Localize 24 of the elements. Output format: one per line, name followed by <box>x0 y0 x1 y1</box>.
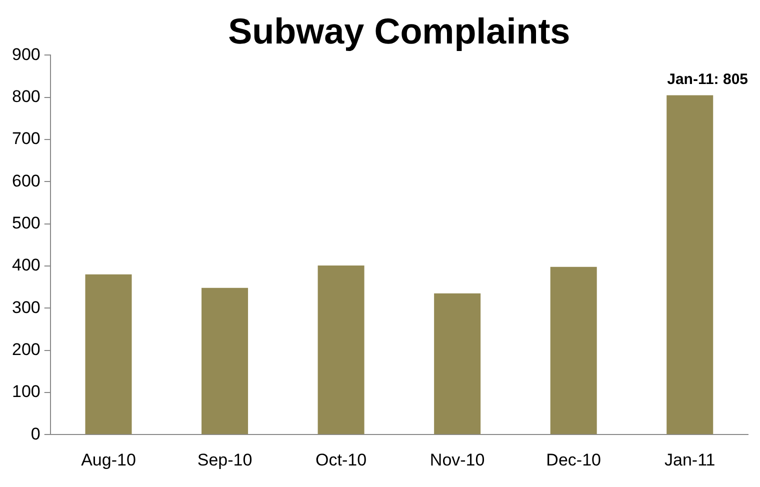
y-tick-label: 300 <box>12 298 40 317</box>
bar <box>85 274 132 434</box>
bar <box>202 288 248 434</box>
x-tick-label: Nov-10 <box>430 450 485 470</box>
y-tick-label: 500 <box>12 214 40 233</box>
x-tick-label: Oct-10 <box>316 450 367 470</box>
x-tick-label: Jan-11 <box>664 450 716 470</box>
x-tick-label: Aug-10 <box>81 450 136 470</box>
y-tick-label: 600 <box>12 171 40 190</box>
x-tick-label: Sep-10 <box>197 450 252 470</box>
y-tick-label: 800 <box>12 87 40 106</box>
annotation: Jan-11: 805 <box>667 70 748 88</box>
y-tick-label: 900 <box>12 44 40 64</box>
bar <box>434 293 481 434</box>
bar <box>318 266 364 434</box>
y-tick-label: 700 <box>12 129 40 148</box>
chart-title: Subway Complaints <box>228 10 570 52</box>
y-tick-label: 0 <box>30 424 40 444</box>
bar <box>550 266 597 434</box>
y-tick-label: 200 <box>12 340 40 359</box>
bar <box>666 95 714 434</box>
x-tick-label: Dec-10 <box>546 450 601 470</box>
y-tick-label: 100 <box>12 382 40 402</box>
y-tick-label: 400 <box>12 256 40 275</box>
